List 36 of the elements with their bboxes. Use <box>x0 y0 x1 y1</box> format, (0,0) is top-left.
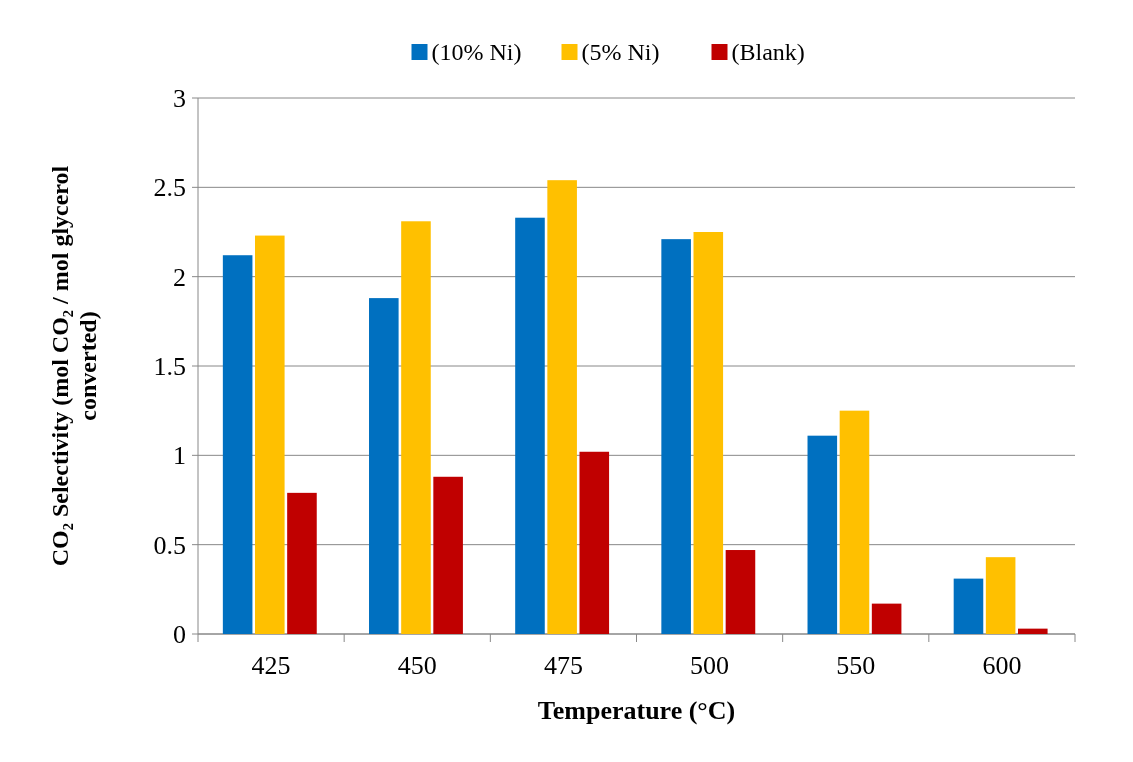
legend-label: (Blank) <box>731 39 805 66</box>
bar <box>369 298 399 634</box>
bar <box>287 492 317 634</box>
bar <box>515 217 545 634</box>
y-axis-title: CO₂ Selectivity (mol CO₂ / mol glycerol converted) <box>47 165 101 567</box>
y-tick-label: 2 <box>173 262 186 292</box>
bar <box>725 550 756 634</box>
y-tick-label: 2.5 <box>153 173 186 203</box>
bar <box>839 410 870 634</box>
y-tick-label: 3 <box>173 84 186 114</box>
x-tick-label: 500 <box>690 651 730 680</box>
legend-label: (10% Ni) <box>431 39 522 66</box>
y-tick-label: 1.5 <box>153 352 186 382</box>
x-tick-label: 425 <box>251 651 291 680</box>
bar <box>1017 628 1048 634</box>
y-tick-label: 0 <box>173 620 186 650</box>
x-tick-label: 450 <box>397 651 437 680</box>
bar <box>985 557 1016 634</box>
y-tick-label: 0.5 <box>153 530 186 560</box>
x-tick-label: 600 <box>982 651 1022 680</box>
legend-label: (5% Ni) <box>581 39 660 66</box>
bar <box>871 603 902 634</box>
x-axis-title: Temperature (°C) <box>537 696 736 725</box>
x-tick-label: 475 <box>543 651 583 680</box>
bar <box>693 232 724 634</box>
bar <box>953 578 984 634</box>
bar <box>222 255 253 634</box>
bar <box>401 221 431 634</box>
bar <box>661 239 691 634</box>
y-tick-label: 1 <box>173 441 186 471</box>
bar <box>547 180 577 634</box>
bar <box>807 435 838 634</box>
bar <box>255 235 285 634</box>
bar <box>579 451 610 634</box>
bar <box>433 476 463 634</box>
x-tick-label: 550 <box>836 651 876 680</box>
